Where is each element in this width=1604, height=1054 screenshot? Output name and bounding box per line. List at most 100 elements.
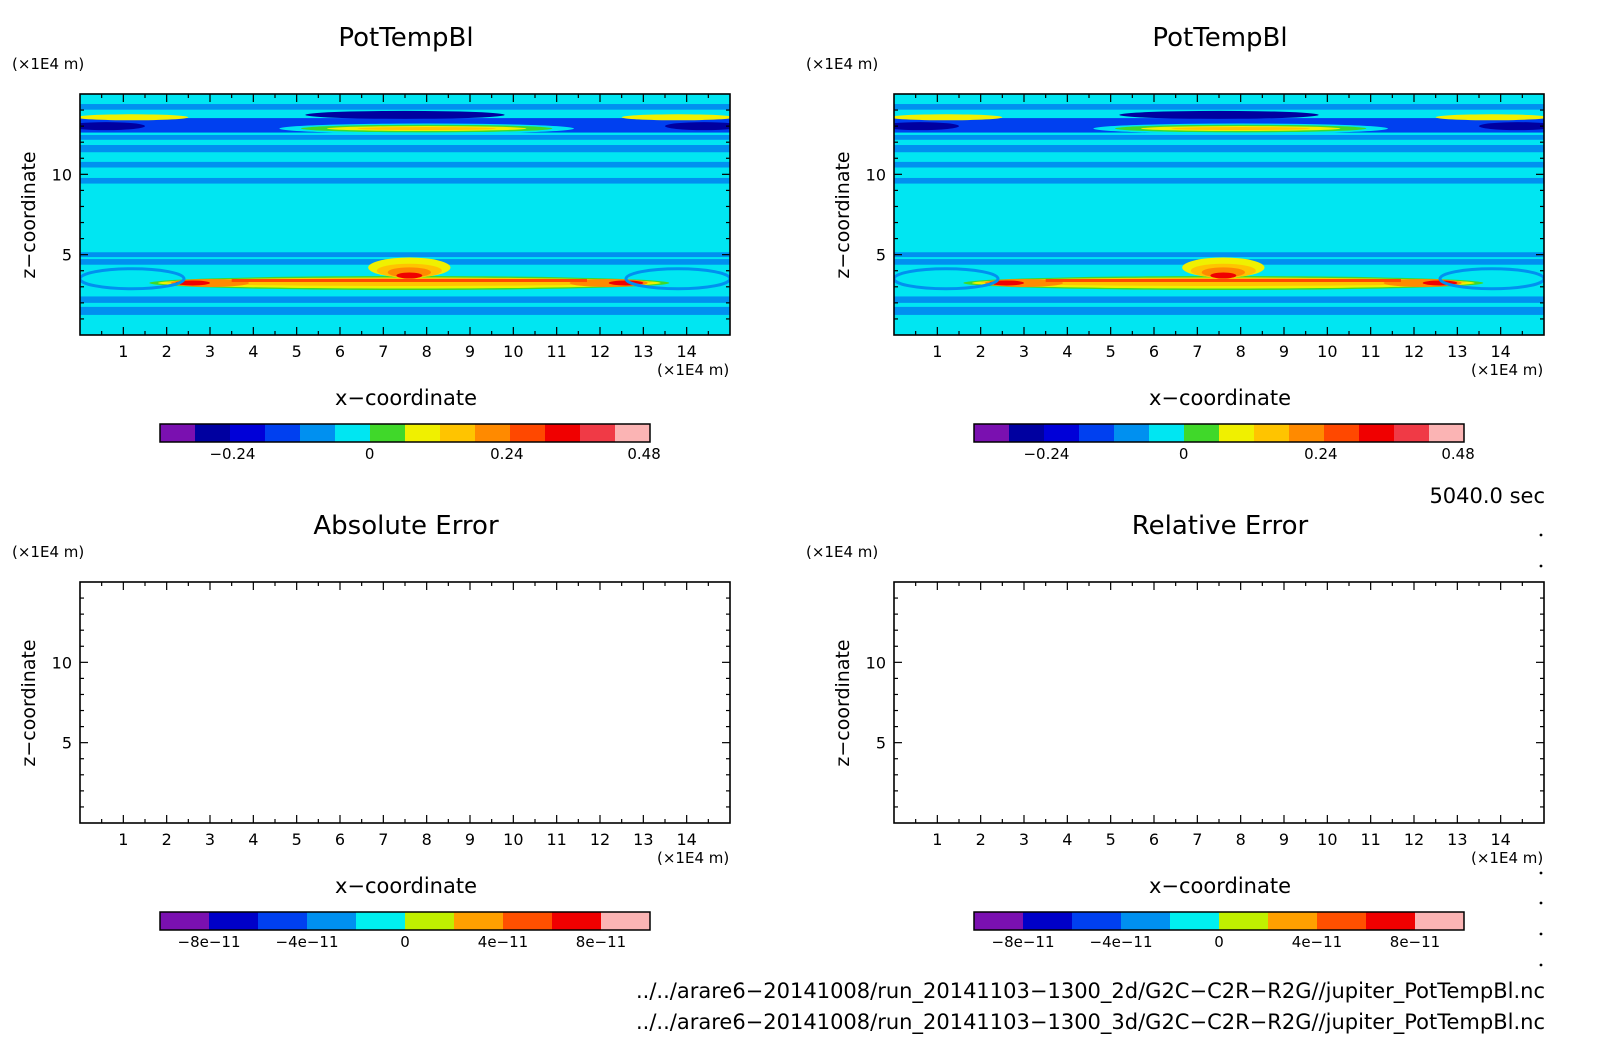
x-tick-label: 14 (1490, 830, 1510, 849)
x-tick-label: 13 (1447, 342, 1467, 361)
time-label: 5040.0 sec (1429, 484, 1545, 508)
upper-center-amber (1171, 127, 1310, 131)
colorbar-swatch (552, 912, 602, 930)
y-unit-label: (×1E4 m) (12, 55, 84, 73)
colorbar-swatch (1023, 912, 1073, 930)
colorbar-swatch (258, 912, 308, 930)
x-tick-label: 7 (378, 830, 388, 849)
x-tick-label: 3 (205, 342, 215, 361)
band-up (80, 134, 730, 140)
colorbar-frame (973, 911, 1465, 931)
colorbar-tick-label: 8e−11 (576, 933, 626, 951)
upper-left-navy (80, 122, 145, 131)
x-tick-label: 3 (1019, 342, 1029, 361)
panel-title: PotTempBl (1152, 23, 1287, 53)
upper-left-navy (894, 122, 959, 131)
x-tick-label: 11 (546, 342, 566, 361)
colorbar-swatch (545, 424, 581, 442)
x-tick-label: 9 (465, 830, 475, 849)
panel-bottom-right: Relative Error (×1E4 m) (×1E4 m) x−coord… (806, 511, 1545, 951)
panel-title: PotTempBl (338, 23, 473, 53)
y-axis-label: z−coordinate (832, 639, 854, 766)
x-tick-label: 11 (546, 830, 566, 849)
colorbar-tick-label: 0.48 (1441, 445, 1474, 463)
colorbar-swatch (1394, 424, 1430, 442)
x-tick-label: 8 (1236, 830, 1246, 849)
x-tick-label: 6 (1149, 342, 1159, 361)
edge-arc (624, 267, 730, 291)
colorbar-tick-label: −8e−11 (178, 933, 241, 951)
x-tick-label: 12 (590, 342, 610, 361)
band-up (894, 134, 1544, 140)
colorbar-swatch (265, 424, 301, 442)
colorbar-swatch (1366, 912, 1416, 930)
colorbar-tick-label: −8e−11 (992, 933, 1055, 951)
x-tick-label: 1 (118, 830, 128, 849)
x-tick-label: 2 (976, 830, 986, 849)
colorbar-tick-label: −0.24 (1023, 445, 1069, 463)
x-tick-label: 9 (1279, 830, 1289, 849)
x-tick-label: 10 (1317, 830, 1337, 849)
empty-plot-area (80, 582, 730, 823)
band-up (894, 177, 1544, 184)
y-tick-label: 10 (866, 653, 886, 672)
upper-right-navy (1479, 122, 1544, 131)
x-tick-label: 2 (976, 342, 986, 361)
colorbar-swatch (1289, 424, 1325, 442)
colorbar-tick-label: 0 (400, 933, 410, 951)
colorbar-swatch (1009, 424, 1045, 442)
colorbar-frame (159, 911, 651, 931)
panel-title: Absolute Error (313, 511, 499, 541)
band-low (80, 306, 730, 315)
x-axis-label: x−coordinate (335, 386, 477, 410)
colorbar-tick-label: 0 (1214, 933, 1224, 951)
band-low (894, 252, 1544, 258)
colorbar-swatch (1268, 912, 1318, 930)
file-path-3d: ../../arare6−20141008/run_20141103−1300_… (636, 1010, 1545, 1035)
field-background (894, 94, 1544, 335)
band-low (80, 296, 730, 303)
colorbar-swatch (1121, 912, 1171, 930)
upper-left-yellow (894, 114, 1003, 121)
band-up (80, 177, 730, 184)
colorbar-swatch (370, 424, 406, 442)
colorbar-swatch (1254, 424, 1290, 442)
colorbar-swatch (405, 424, 441, 442)
x-tick-label: 1 (932, 342, 942, 361)
colorbar-swatch (1324, 424, 1360, 442)
x-tick-label: 5 (292, 830, 302, 849)
colorbar-swatch (580, 424, 616, 442)
colorbar-tick-label: 4e−11 (1292, 933, 1342, 951)
band-low (894, 306, 1544, 315)
x-tick-label: 12 (590, 830, 610, 849)
x-tick-label: 8 (422, 830, 432, 849)
x-unit-label: (×1E4 m) (1471, 849, 1543, 867)
y-unit-label: (×1E4 m) (806, 543, 878, 561)
x-tick-label: 11 (1360, 830, 1380, 849)
colorbar-swatch (1170, 912, 1220, 930)
colorbar-swatch (1429, 424, 1465, 442)
x-tick-label: 6 (335, 830, 345, 849)
field-background (80, 94, 730, 335)
colorbar-swatch (1072, 912, 1122, 930)
x-tick-label: 10 (503, 830, 523, 849)
margin-dots (1539, 533, 1543, 967)
upper-right-navy (665, 122, 730, 131)
upper-left-yellow (80, 114, 189, 121)
colorbar-swatch (230, 424, 266, 442)
y-unit-label: (×1E4 m) (806, 55, 878, 73)
colorbar-swatch (475, 424, 511, 442)
colorbar-swatch (974, 912, 1024, 930)
colorbar-frame (159, 423, 651, 443)
colorbar-swatch (1149, 424, 1185, 442)
colorbar-swatch (454, 912, 504, 930)
y-tick-label: 5 (62, 246, 72, 265)
colorbar-swatch (1219, 912, 1269, 930)
y-tick-label: 5 (62, 734, 72, 753)
y-tick-label: 10 (52, 165, 72, 184)
y-tick-label: 10 (52, 653, 72, 672)
x-tick-label: 14 (1490, 342, 1510, 361)
x-tick-label: 4 (248, 342, 258, 361)
x-axis-label: x−coordinate (1149, 874, 1291, 898)
colorbar-swatch (503, 912, 553, 930)
